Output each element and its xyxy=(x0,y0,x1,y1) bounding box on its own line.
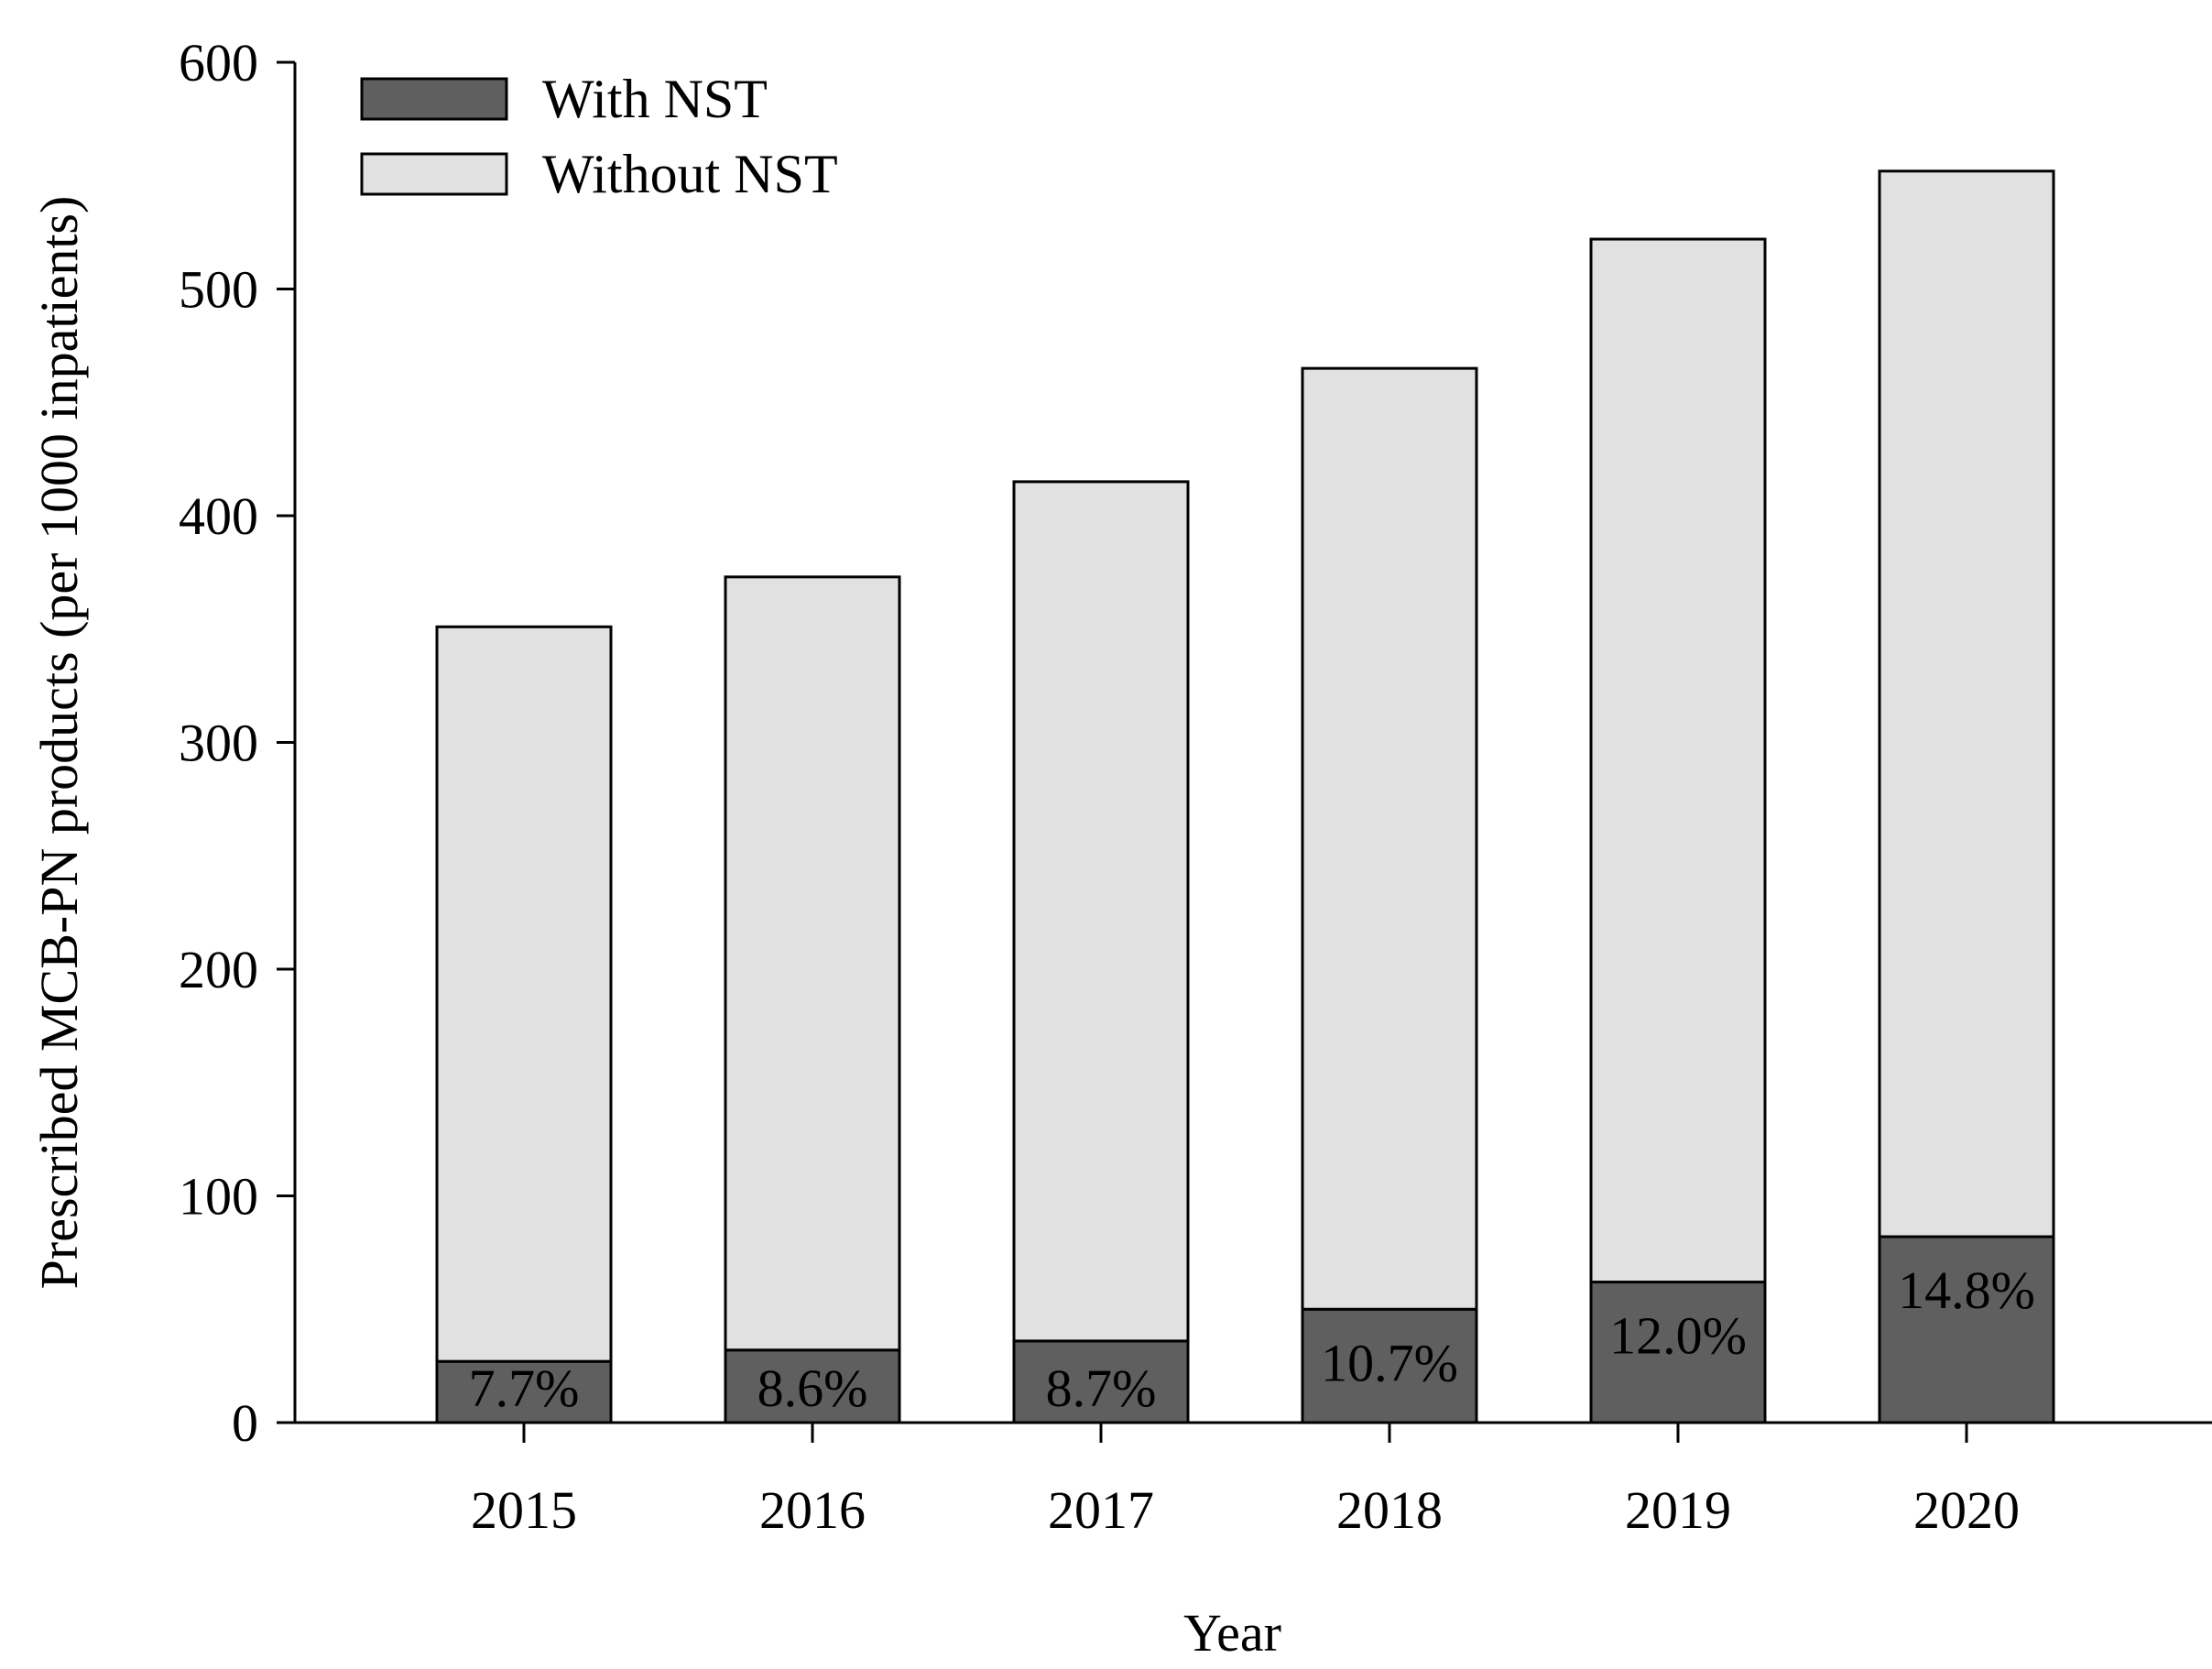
x-tick-label-2019: 2019 xyxy=(1625,1480,1731,1540)
y-tick-label-200: 200 xyxy=(179,940,258,999)
data-labels-layer: 7.7% 8.6% 8.7% 10.7% 12.0% 14.8% xyxy=(469,1260,2035,1418)
data-label-2018: 10.7% xyxy=(1321,1333,1458,1392)
bar-with-nst-2016 xyxy=(724,1348,901,1424)
bar-with-nst-2020 xyxy=(1878,1235,2055,1424)
bar-without-nst-2020 xyxy=(1878,169,2055,1238)
legend-swatch-without-nst xyxy=(360,152,508,196)
y-axis-title: Prescribed MCB-PN products (per 1000 inp… xyxy=(29,196,89,1290)
bar-with-nst-2015 xyxy=(435,1359,613,1424)
legend-label-with-nst: With NST xyxy=(542,69,768,129)
data-label-2016: 8.6% xyxy=(757,1358,868,1418)
x-axis-title: Year xyxy=(1183,1603,1281,1663)
x-tick-label-2015: 2015 xyxy=(471,1480,577,1540)
y-tick-label-400: 400 xyxy=(179,486,258,546)
y-tick-label-100: 100 xyxy=(179,1167,258,1227)
axes-layer: 0 100 200 300 400 500 600 2015 2016 2017 2018 2019 2… xyxy=(179,33,2212,1540)
bar-without-nst-2018 xyxy=(1301,366,1478,1311)
data-label-2020: 14.8% xyxy=(1898,1260,2035,1320)
bar-without-nst-2015 xyxy=(435,625,613,1363)
bar-without-nst-2016 xyxy=(724,575,901,1352)
x-tick-label-2017: 2017 xyxy=(1048,1480,1154,1540)
x-tick-label-2018: 2018 xyxy=(1336,1480,1443,1540)
data-label-2019: 12.0% xyxy=(1609,1306,1747,1366)
y-tick-label-300: 300 xyxy=(179,714,258,773)
bar-with-nst-2018 xyxy=(1301,1307,1478,1424)
y-tick-label-500: 500 xyxy=(179,260,258,320)
legend-swatch-with-nst xyxy=(360,77,508,121)
bar-without-nst-2019 xyxy=(1589,237,1767,1284)
y-tick-label-600: 600 xyxy=(179,33,258,93)
data-label-2017: 8.7% xyxy=(1046,1358,1157,1418)
legend-label-without-nst: Without NST xyxy=(542,144,838,204)
bar-without-nst-2017 xyxy=(1012,480,1190,1343)
legend: With NST Without NST xyxy=(360,69,838,204)
y-tick-label-0: 0 xyxy=(232,1393,258,1453)
x-tick-label-2020: 2020 xyxy=(1913,1480,2020,1540)
data-label-2015: 7.7% xyxy=(469,1358,580,1418)
bars-layer xyxy=(435,169,2055,1424)
x-tick-label-2016: 2016 xyxy=(759,1480,866,1540)
